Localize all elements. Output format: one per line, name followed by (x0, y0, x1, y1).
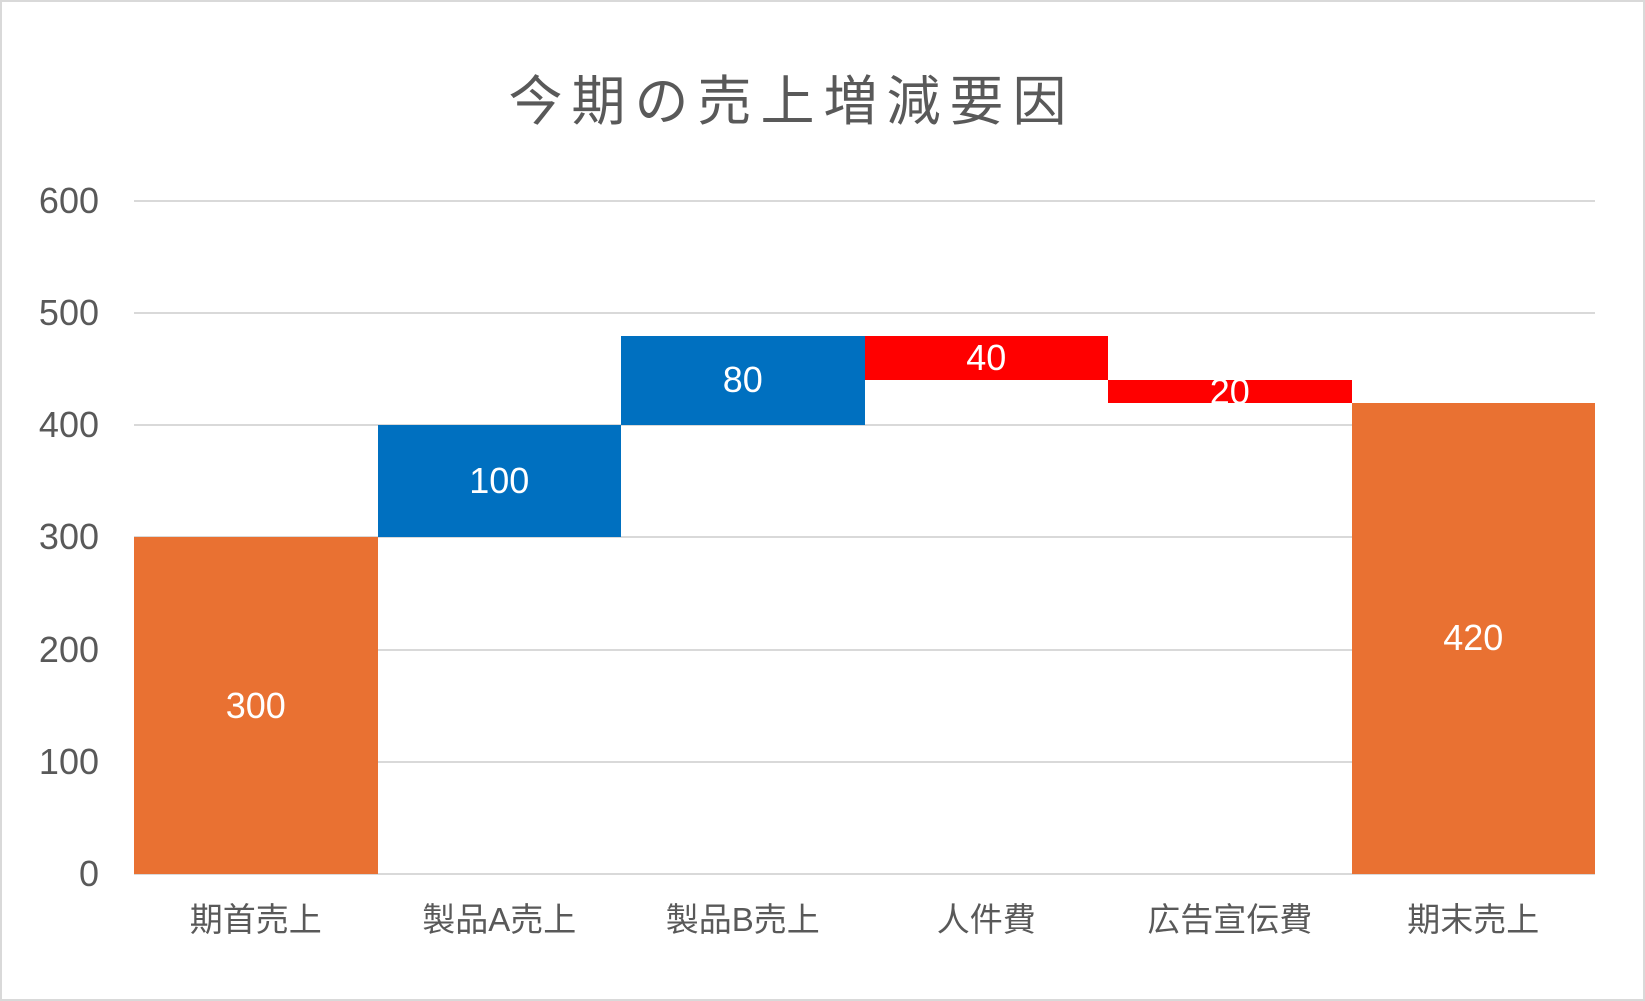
waterfall-bar-total[interactable]: 300 (134, 537, 378, 874)
y-axis-tick-label: 600 (38, 179, 99, 221)
x-axis-category-label: 期首売上 (189, 901, 322, 938)
waterfall-bar-increase[interactable]: 80 (621, 335, 865, 426)
bar-data-label: 420 (1443, 617, 1504, 659)
gridline (134, 536, 1595, 539)
gridline (134, 873, 1595, 875)
chart-title[interactable]: 今期の売上増減要因 (508, 72, 1076, 132)
waterfall-bar-decrease[interactable]: 20 (1108, 373, 1352, 409)
bar-data-label: 300 (225, 684, 286, 726)
gridline (134, 760, 1595, 763)
gridline (134, 648, 1595, 651)
waterfall-bar-decrease[interactable]: 40 (864, 335, 1108, 381)
y-axis-tick-label: 100 (38, 740, 99, 782)
x-axis-category-label: 期末売上 (1407, 901, 1540, 938)
gridline (134, 424, 1595, 427)
waterfall-bar-total[interactable]: 420 (1351, 402, 1595, 874)
x-axis-category-label: 広告宣伝費 (1147, 901, 1313, 938)
y-axis-tick-label: 200 (38, 628, 99, 670)
waterfall-bar-increase[interactable]: 100 (377, 425, 621, 538)
bar-data-label: 20 (1209, 370, 1250, 412)
x-axis-category-label: 製品A売上 (422, 901, 577, 938)
gridline (134, 312, 1595, 315)
x-axis-category-label: 製品B売上 (665, 901, 820, 938)
y-axis-tick-label: 500 (38, 292, 99, 334)
y-axis-tick-label: 400 (38, 404, 99, 446)
bar-data-label: 100 (469, 460, 530, 502)
y-axis-tick-label: 300 (38, 516, 99, 558)
x-axis-category-label: 人件費 (936, 901, 1036, 938)
bar-data-label: 40 (966, 337, 1007, 378)
gridline (134, 199, 1595, 202)
bar-data-label: 80 (722, 359, 763, 401)
y-axis-tick-label: 0 (78, 853, 99, 894)
